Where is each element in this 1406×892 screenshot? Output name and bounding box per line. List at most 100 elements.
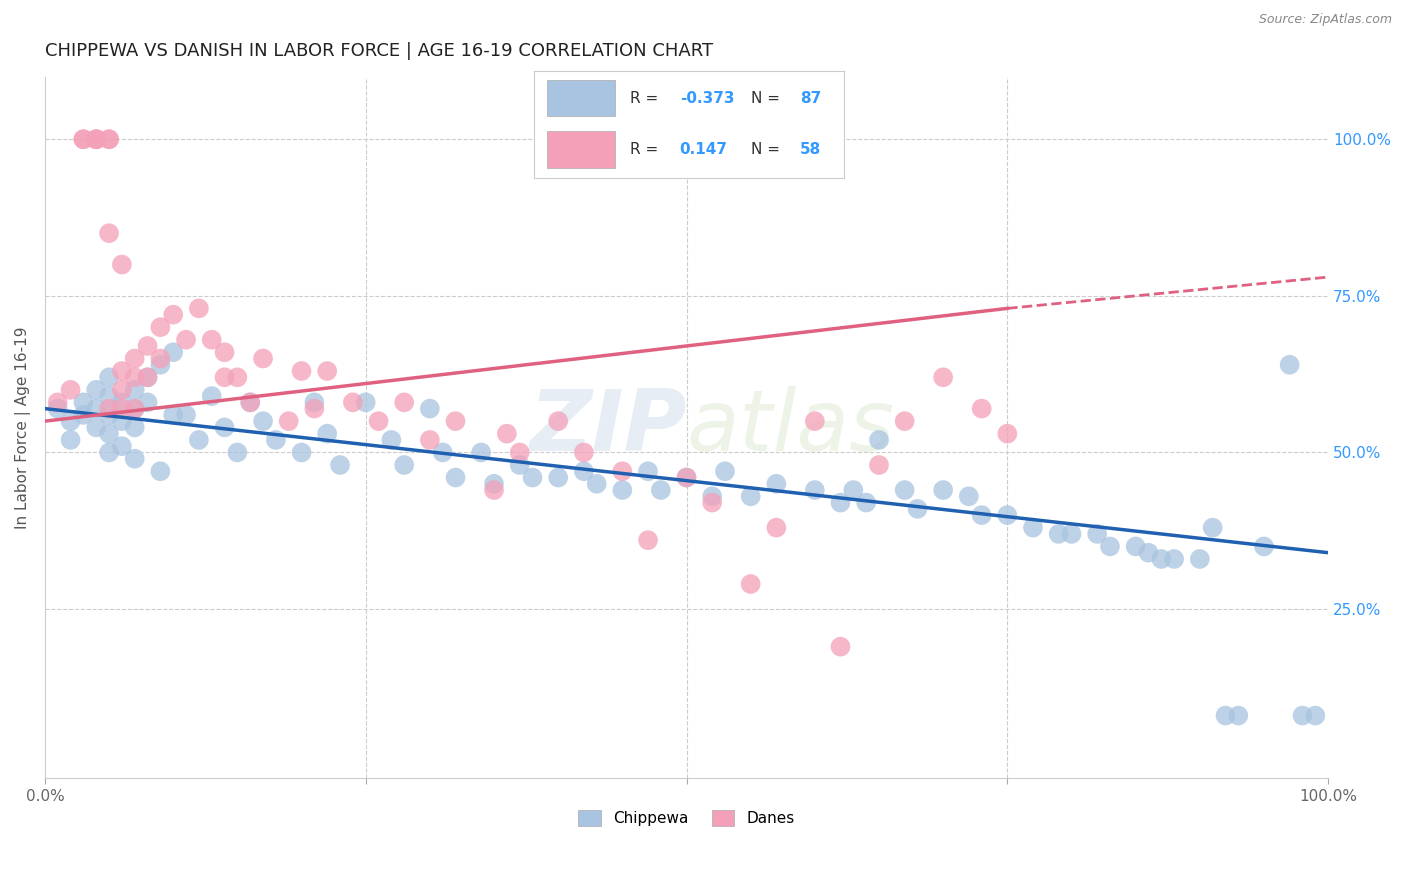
Point [1085,527,1108,541]
Point [187,433,209,447]
Point [111,414,134,428]
Point [252,414,274,428]
Point [149,464,172,478]
Point [893,414,915,428]
Point [1291,708,1313,723]
Point [1253,540,1275,554]
Point [470,445,492,459]
Point [59,414,82,428]
Point [970,401,993,416]
Point [740,577,762,591]
Point [149,320,172,334]
Point [72,408,94,422]
Point [111,395,134,409]
Point [98,426,121,441]
Point [149,358,172,372]
Point [765,476,787,491]
Point [612,464,634,478]
Point [98,132,121,146]
Point [714,464,737,478]
Point [111,383,134,397]
Point [124,351,146,366]
Point [932,370,955,384]
Point [239,395,262,409]
Point [675,470,697,484]
Point [444,414,467,428]
Text: 87: 87 [800,91,821,105]
Point [98,226,121,240]
Point [98,408,121,422]
Text: R =: R = [630,91,664,105]
Point [830,640,852,654]
Point [1215,708,1237,723]
Point [970,508,993,522]
Point [84,401,107,416]
Point [522,470,544,484]
Point [111,364,134,378]
Point [1137,546,1160,560]
Y-axis label: In Labor Force | Age 16-19: In Labor Force | Age 16-19 [15,326,31,529]
Point [547,470,569,484]
Point [329,458,352,472]
Point [419,433,441,447]
Point [765,521,787,535]
Point [392,395,415,409]
Text: R =: R = [630,142,664,157]
Point [572,445,595,459]
Point [637,464,659,478]
Point [995,426,1018,441]
Point [855,495,877,509]
Point [136,370,159,384]
Point [124,420,146,434]
Text: -0.373: -0.373 [679,91,734,105]
Text: N =: N = [751,142,785,157]
Point [304,401,326,416]
Point [509,458,531,472]
Point [111,439,134,453]
Point [1188,552,1211,566]
Text: Source: ZipAtlas.com: Source: ZipAtlas.com [1258,13,1392,27]
Point [342,395,364,409]
Point [84,383,107,397]
Bar [547,80,614,116]
Point [444,470,467,484]
Point [111,258,134,272]
Point [162,408,184,422]
Point [482,483,505,497]
Point [46,395,69,409]
Point [98,370,121,384]
Point [124,451,146,466]
Point [932,483,955,497]
Point [84,132,107,146]
Point [380,433,402,447]
Point [392,458,415,472]
Text: CHIPPEWA VS DANISH IN LABOR FORCE | AGE 16-19 CORRELATION CHART: CHIPPEWA VS DANISH IN LABOR FORCE | AGE … [45,42,713,60]
Point [290,445,312,459]
Point [868,458,890,472]
Point [1098,540,1121,554]
Point [124,383,146,397]
Point [72,132,94,146]
Point [264,433,287,447]
Point [84,132,107,146]
Point [1163,552,1185,566]
Point [868,433,890,447]
Point [187,301,209,316]
Point [316,426,339,441]
Point [201,333,224,347]
Point [495,426,517,441]
Point [740,489,762,503]
Point [1047,527,1070,541]
Point [84,420,107,434]
Point [1227,708,1250,723]
Point [419,401,441,416]
Point [252,351,274,366]
Point [290,364,312,378]
Point [304,395,326,409]
Point [72,132,94,146]
Point [650,483,672,497]
Point [162,345,184,359]
Point [1278,358,1301,372]
Point [136,339,159,353]
Text: 58: 58 [800,142,821,157]
